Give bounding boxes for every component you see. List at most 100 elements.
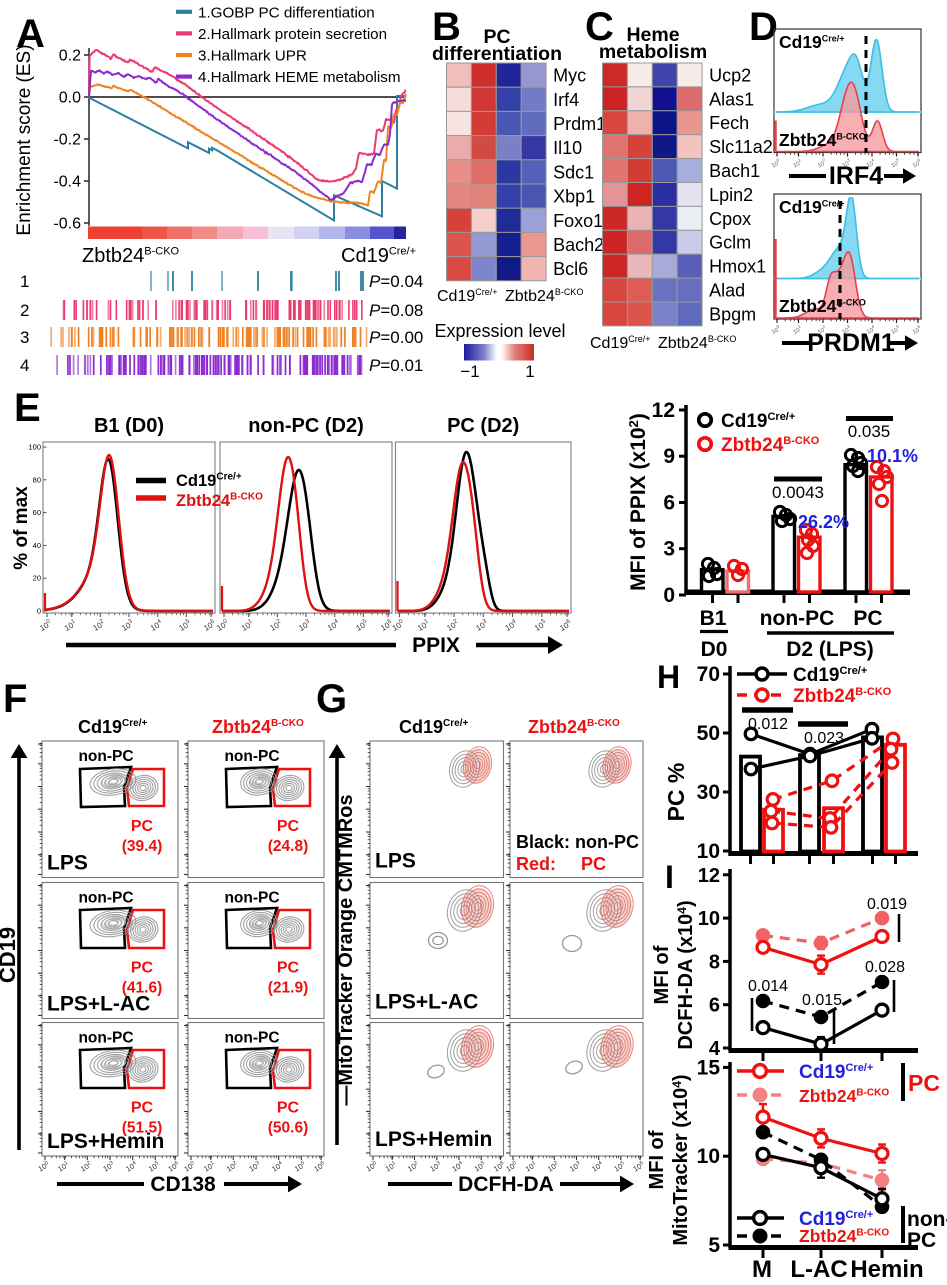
svg-text:Foxo1: Foxo1 xyxy=(553,211,603,231)
svg-text:metabolism: metabolism xyxy=(599,41,707,63)
svg-text:1: 1 xyxy=(525,362,534,381)
svg-text:3: 3 xyxy=(663,538,675,561)
svg-text:Bpgm: Bpgm xyxy=(709,304,756,324)
svg-text:8: 8 xyxy=(709,951,720,973)
svg-text:non-PC: non-PC xyxy=(760,607,835,630)
svg-text:P=0.00: P=0.00 xyxy=(369,328,423,347)
svg-text:60: 60 xyxy=(33,508,41,517)
svg-text:Hmox1: Hmox1 xyxy=(709,257,766,277)
svg-text:Black: non-PC: Black: non-PC xyxy=(516,832,639,852)
svg-text:Lpin2: Lpin2 xyxy=(709,185,753,205)
svg-text:% of max: % of max xyxy=(11,486,32,570)
svg-text:0: 0 xyxy=(663,584,675,607)
svg-text:Bcl6: Bcl6 xyxy=(553,259,588,279)
svg-text:PPIX: PPIX xyxy=(412,634,460,657)
svg-text:(50.6): (50.6) xyxy=(268,1120,309,1137)
svg-text:PC: PC xyxy=(131,818,154,835)
svg-text:D0: D0 xyxy=(701,638,728,661)
svg-text:50: 50 xyxy=(697,722,720,745)
svg-text:LPS+Hemin: LPS+Hemin xyxy=(375,1128,492,1151)
svg-text:D2 (LPS): D2 (LPS) xyxy=(786,638,874,661)
svg-text:CD19: CD19 xyxy=(0,927,20,983)
svg-text:−1: −1 xyxy=(460,362,479,381)
svg-text:15: 15 xyxy=(697,1056,721,1079)
svg-text:D: D xyxy=(749,5,778,49)
svg-text:B1: B1 xyxy=(700,607,727,630)
svg-text:Gclm: Gclm xyxy=(709,233,751,253)
svg-text:Prdm1: Prdm1 xyxy=(553,114,606,134)
svg-text:MFI of: MFI of xyxy=(646,1130,668,1189)
svg-text:12: 12 xyxy=(652,399,675,422)
svg-text:4: 4 xyxy=(20,356,29,375)
svg-text:1.GOBP PC differentiation: 1.GOBP PC differentiation xyxy=(198,4,375,21)
svg-text:non-: non- xyxy=(907,1208,947,1231)
svg-text:10.1%: 10.1% xyxy=(867,446,918,466)
svg-text:non-PC: non-PC xyxy=(224,748,279,765)
svg-text:0.023: 0.023 xyxy=(804,730,844,747)
svg-text:non-PC (D2): non-PC (D2) xyxy=(248,415,364,437)
svg-text:LPS: LPS xyxy=(375,850,416,873)
svg-text:Red:: Red: xyxy=(516,854,556,874)
svg-text:F: F xyxy=(3,677,27,721)
svg-text:0.014: 0.014 xyxy=(748,978,788,995)
svg-text:0.0043: 0.0043 xyxy=(772,483,824,502)
svg-text:Fech: Fech xyxy=(709,113,749,133)
svg-text:MFI of PPIX (x102): MFI of PPIX (x102) xyxy=(626,413,650,591)
svg-text:-0.4: -0.4 xyxy=(53,174,81,191)
svg-text:3: 3 xyxy=(20,328,29,347)
svg-text:P=0.08: P=0.08 xyxy=(369,301,423,320)
svg-text:IRF4: IRF4 xyxy=(829,162,883,190)
svg-text:Expression level: Expression level xyxy=(434,321,565,341)
svg-text:26.2%: 26.2% xyxy=(798,512,849,532)
svg-text:Il10: Il10 xyxy=(553,138,582,158)
svg-text:0.035: 0.035 xyxy=(848,422,891,441)
svg-text:L-AC: L-AC xyxy=(790,1256,847,1280)
svg-text:Cpox: Cpox xyxy=(709,209,751,229)
svg-text:PC: PC xyxy=(581,854,606,874)
svg-text:-0.2: -0.2 xyxy=(53,132,81,149)
svg-text:non-PC: non-PC xyxy=(78,890,133,907)
svg-text:(24.8): (24.8) xyxy=(268,838,309,855)
svg-text:10: 10 xyxy=(697,1145,720,1168)
svg-text:PC: PC xyxy=(131,1100,154,1117)
svg-text:PC %: PC % xyxy=(663,763,689,822)
svg-text:(39.4): (39.4) xyxy=(122,838,163,855)
svg-text:non-PC: non-PC xyxy=(224,1030,279,1047)
svg-text:12: 12 xyxy=(698,865,720,887)
svg-text:PC: PC xyxy=(483,26,510,48)
svg-text:20: 20 xyxy=(33,574,41,583)
svg-text:5: 5 xyxy=(708,1234,720,1257)
svg-text:B: B xyxy=(432,5,461,49)
svg-text:10: 10 xyxy=(697,840,720,863)
svg-text:Heme: Heme xyxy=(626,24,679,46)
svg-text:non-PC: non-PC xyxy=(224,890,279,907)
svg-text:Bach2: Bach2 xyxy=(553,235,604,255)
svg-text:0: 0 xyxy=(37,607,41,616)
svg-text:(21.9): (21.9) xyxy=(268,980,309,997)
svg-text:3.Hallmark UPR: 3.Hallmark UPR xyxy=(198,48,307,65)
svg-text:P=0.01: P=0.01 xyxy=(369,356,423,375)
svg-text:non-PC: non-PC xyxy=(78,1030,133,1047)
svg-text:LPS+Hemin: LPS+Hemin xyxy=(47,1130,164,1153)
svg-text:10: 10 xyxy=(698,908,720,930)
svg-text:(41.6): (41.6) xyxy=(122,980,163,997)
svg-text:30: 30 xyxy=(697,781,720,804)
svg-text:B1 (D0): B1 (D0) xyxy=(94,415,164,437)
svg-text:E: E xyxy=(14,386,41,430)
svg-text:-0.6: -0.6 xyxy=(53,216,81,233)
svg-text:LPS+L-AC: LPS+L-AC xyxy=(375,991,478,1014)
svg-text:Bach1: Bach1 xyxy=(709,161,760,181)
svg-text:0.019: 0.019 xyxy=(867,896,907,913)
svg-text:PC: PC xyxy=(277,960,300,977)
svg-text:DCFH-DA (x104): DCFH-DA (x104) xyxy=(675,900,697,1049)
svg-text:(51.5): (51.5) xyxy=(122,1120,163,1137)
svg-text:PC: PC xyxy=(908,1070,940,1096)
svg-text:4: 4 xyxy=(709,1038,721,1060)
svg-text:—MitoTracker Orange CMTMRos: —MitoTracker Orange CMTMRos xyxy=(335,794,357,1105)
svg-text:LPS+L-AC: LPS+L-AC xyxy=(47,993,150,1016)
svg-text:C: C xyxy=(585,5,614,49)
svg-text:4.Hallmark HEME metabolism: 4.Hallmark HEME metabolism xyxy=(198,69,401,86)
svg-text:40: 40 xyxy=(33,541,41,550)
svg-text:I: I xyxy=(665,859,674,895)
svg-text:G: G xyxy=(316,677,347,721)
